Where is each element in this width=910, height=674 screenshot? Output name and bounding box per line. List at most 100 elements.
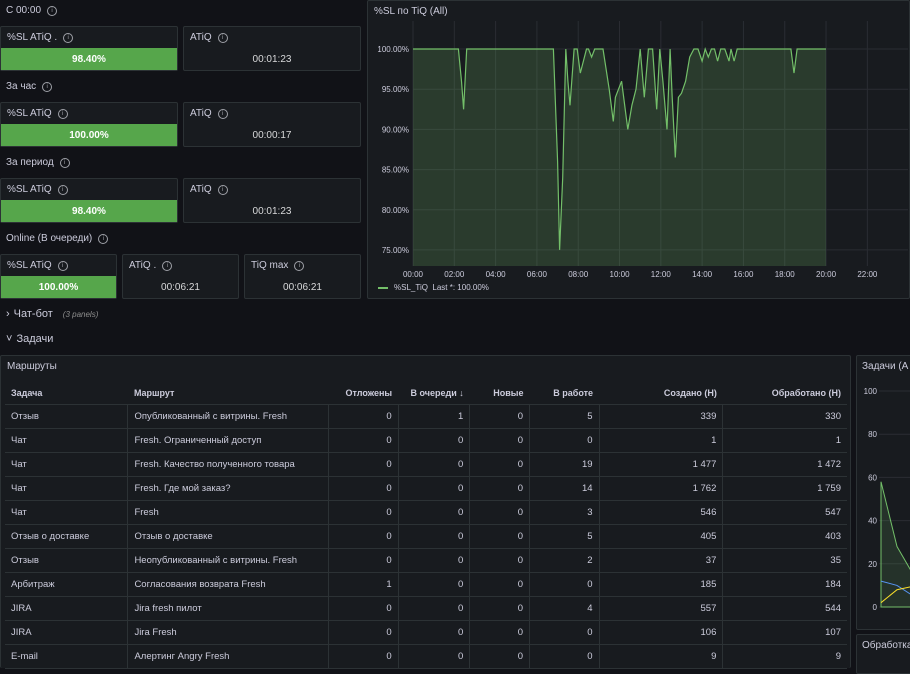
info-icon[interactable]: i xyxy=(42,81,53,92)
stat-tiq-max-online[interactable]: TiQ max i 00:06:21 xyxy=(244,254,361,299)
tasks-chart[interactable]: 0 20 40 60 80 100 xyxy=(857,356,910,630)
table-row[interactable]: Чат Fresh. Где мой заказ? 0 0 0 14 1 762 1 759 xyxy=(5,476,847,501)
y-tick-label: 85.00% xyxy=(382,166,409,175)
cell-value: 9 xyxy=(599,644,724,669)
sl-tiq-chart-panel[interactable]: %SL по TiQ (All) 75.00% 80.00% 85.00% 90.00… xyxy=(367,0,910,299)
cell-value: 35 xyxy=(722,548,847,573)
row-tasks[interactable]: ˅ Задачи xyxy=(0,328,910,350)
col-header[interactable]: Маршрут xyxy=(127,382,329,405)
cell-value: 0 xyxy=(398,476,471,501)
cell-value: 0 xyxy=(328,644,399,669)
stat-value: 100.00% xyxy=(1,276,116,298)
info-icon[interactable]: i xyxy=(57,108,68,119)
info-icon[interactable]: i xyxy=(98,233,109,244)
table-row[interactable]: Арбитраж Согласования возврата Fresh 1 0 0 0 1… xyxy=(5,572,847,597)
stat-atiq-online[interactable]: ATiQ .i 00:06:21 xyxy=(122,254,239,299)
routes-table-panel[interactable]: Маршруты Задача Маршрут Отложены В очере… xyxy=(0,355,851,669)
table-row[interactable]: Чат Fresh 0 0 0 3 546 547 xyxy=(5,500,847,525)
cell-value: 5 xyxy=(529,524,600,549)
sl-tiq-chart[interactable]: 75.00% 80.00% 85.00% 90.00% 95.00% 100.00% 00:… xyxy=(368,1,910,300)
cell-route: Опубликованный с витрины. Fresh xyxy=(127,404,329,429)
cell-task: JIRA xyxy=(5,596,129,621)
cell-value: 19 xyxy=(529,452,600,477)
x-tick-label: 10:00 xyxy=(610,270,631,279)
info-icon[interactable]: i xyxy=(63,32,74,43)
cell-value: 1 477 xyxy=(599,452,724,477)
table-row[interactable]: JIRA Jira fresh пилот 0 0 0 4 557 544 xyxy=(5,596,847,621)
table-row[interactable]: Отзыв Неопубликованный с витрины. Fresh 0 0… xyxy=(5,548,847,573)
stat-value: 00:00:17 xyxy=(252,130,292,141)
stat-sl-atiq-period[interactable]: %SL ATiQ i 98.40% xyxy=(0,178,178,223)
cell-value: 0 xyxy=(469,404,530,429)
y-tick-label: 20 xyxy=(868,560,877,569)
col-header[interactable]: Отложены xyxy=(328,382,399,405)
cell-value: 5 xyxy=(529,404,600,429)
y-tick-label: 75.00% xyxy=(382,246,409,255)
cell-value: 0 xyxy=(398,596,471,621)
table-title: Маршруты xyxy=(7,361,57,372)
series-line[interactable] xyxy=(413,47,826,250)
cell-value: 0 xyxy=(469,500,530,525)
section-title-hour: За час i xyxy=(6,81,53,92)
stat-atiq-hour[interactable]: ATiQ i 00:00:17 xyxy=(183,102,361,147)
info-icon[interactable]: i xyxy=(294,260,305,271)
legend-series-name: %SL_TiQ xyxy=(394,283,428,292)
y-tick-label: 90.00% xyxy=(382,125,409,134)
processing-panel[interactable]: Обработка xyxy=(856,634,910,674)
cell-value: 0 xyxy=(529,620,600,645)
info-icon[interactable]: i xyxy=(59,157,70,168)
cell-value: 1 xyxy=(328,572,399,597)
routes-table[interactable]: Задача Маршрут Отложены В очереди ↓ Новы… xyxy=(5,382,847,669)
info-icon[interactable]: i xyxy=(217,184,228,195)
cell-route: Неопубликованный с витрины. Fresh xyxy=(127,548,329,573)
col-header[interactable]: Новые xyxy=(469,382,530,405)
info-icon[interactable]: i xyxy=(57,184,68,195)
cell-value: 2 xyxy=(529,548,600,573)
col-header-sorted[interactable]: В очереди ↓ xyxy=(398,382,470,405)
table-row[interactable]: E-mail Алертинг Angry Fresh 0 0 0 0 9 9 xyxy=(5,644,847,669)
cell-value: 544 xyxy=(722,596,847,621)
cell-value: 330 xyxy=(722,404,847,429)
x-tick-label: 16:00 xyxy=(733,270,754,279)
row-chatbot[interactable]: › Чат-бот (3 panels) xyxy=(0,303,910,325)
cell-value: 0 xyxy=(328,500,399,525)
info-icon[interactable]: i xyxy=(162,260,173,271)
x-tick-label: 02:00 xyxy=(444,270,465,279)
table-row[interactable]: JIRA Jira Fresh 0 0 0 0 106 107 xyxy=(5,620,847,645)
section-title-today: С 00:00 i xyxy=(6,5,58,16)
tasks-chart-panel[interactable]: Задачи (A 0 20 40 60 80 100 xyxy=(856,355,910,630)
cell-value: 0 xyxy=(469,572,530,597)
cell-value: 0 xyxy=(328,524,399,549)
table-row[interactable]: Чат Fresh. Ограниченный доступ 0 0 0 0 1 1 xyxy=(5,428,847,453)
table-row[interactable]: Чат Fresh. Качество полученного товара 0 0 0… xyxy=(5,452,847,477)
x-tick-label: 18:00 xyxy=(775,270,796,279)
col-header[interactable]: Задача xyxy=(5,382,128,405)
chevron-down-icon[interactable]: ˅ xyxy=(6,333,13,345)
stat-atiq-period[interactable]: ATiQ i 00:01:23 xyxy=(183,178,361,223)
cell-value: 0 xyxy=(469,644,530,669)
table-row[interactable]: Отзыв о доставке Отзыв о доставке 0 0 0 5 405 4… xyxy=(5,524,847,549)
y-tick-label: 100 xyxy=(864,387,878,396)
col-header[interactable]: Обработано (Н) xyxy=(722,382,847,405)
chevron-right-icon[interactable]: › xyxy=(6,308,10,320)
table-row[interactable]: Отзыв Опубликованный с витрины. Fresh 0 1 0 5… xyxy=(5,404,847,429)
cell-value: 184 xyxy=(722,572,847,597)
chart-legend[interactable]: %SL_TiQ Last *: 100.00% xyxy=(378,283,489,292)
cell-value: 0 xyxy=(469,596,530,621)
y-tick-label: 60 xyxy=(868,473,877,482)
info-icon[interactable]: i xyxy=(217,32,228,43)
col-header[interactable]: В работе xyxy=(529,382,600,405)
stat-sl-atiq-hour[interactable]: %SL ATiQ i 100.00% xyxy=(0,102,178,147)
col-header[interactable]: Создано (Н) xyxy=(599,382,723,405)
info-icon[interactable]: i xyxy=(57,260,68,271)
stat-sl-atiq-online[interactable]: %SL ATiQ i 100.00% xyxy=(0,254,117,299)
cell-value: 0 xyxy=(328,548,399,573)
info-icon[interactable]: i xyxy=(47,5,58,16)
stat-sl-atiq-today[interactable]: %SL ATiQ .i 98.40% xyxy=(0,26,178,71)
cell-value: 0 xyxy=(398,452,471,477)
section-title-online: Online (В очереди) i xyxy=(6,233,109,244)
stat-atiq-today[interactable]: ATiQ i 00:01:23 xyxy=(183,26,361,71)
cell-route: Fresh. Где мой заказ? xyxy=(127,476,329,501)
x-tick-label: 14:00 xyxy=(692,270,713,279)
info-icon[interactable]: i xyxy=(217,108,228,119)
